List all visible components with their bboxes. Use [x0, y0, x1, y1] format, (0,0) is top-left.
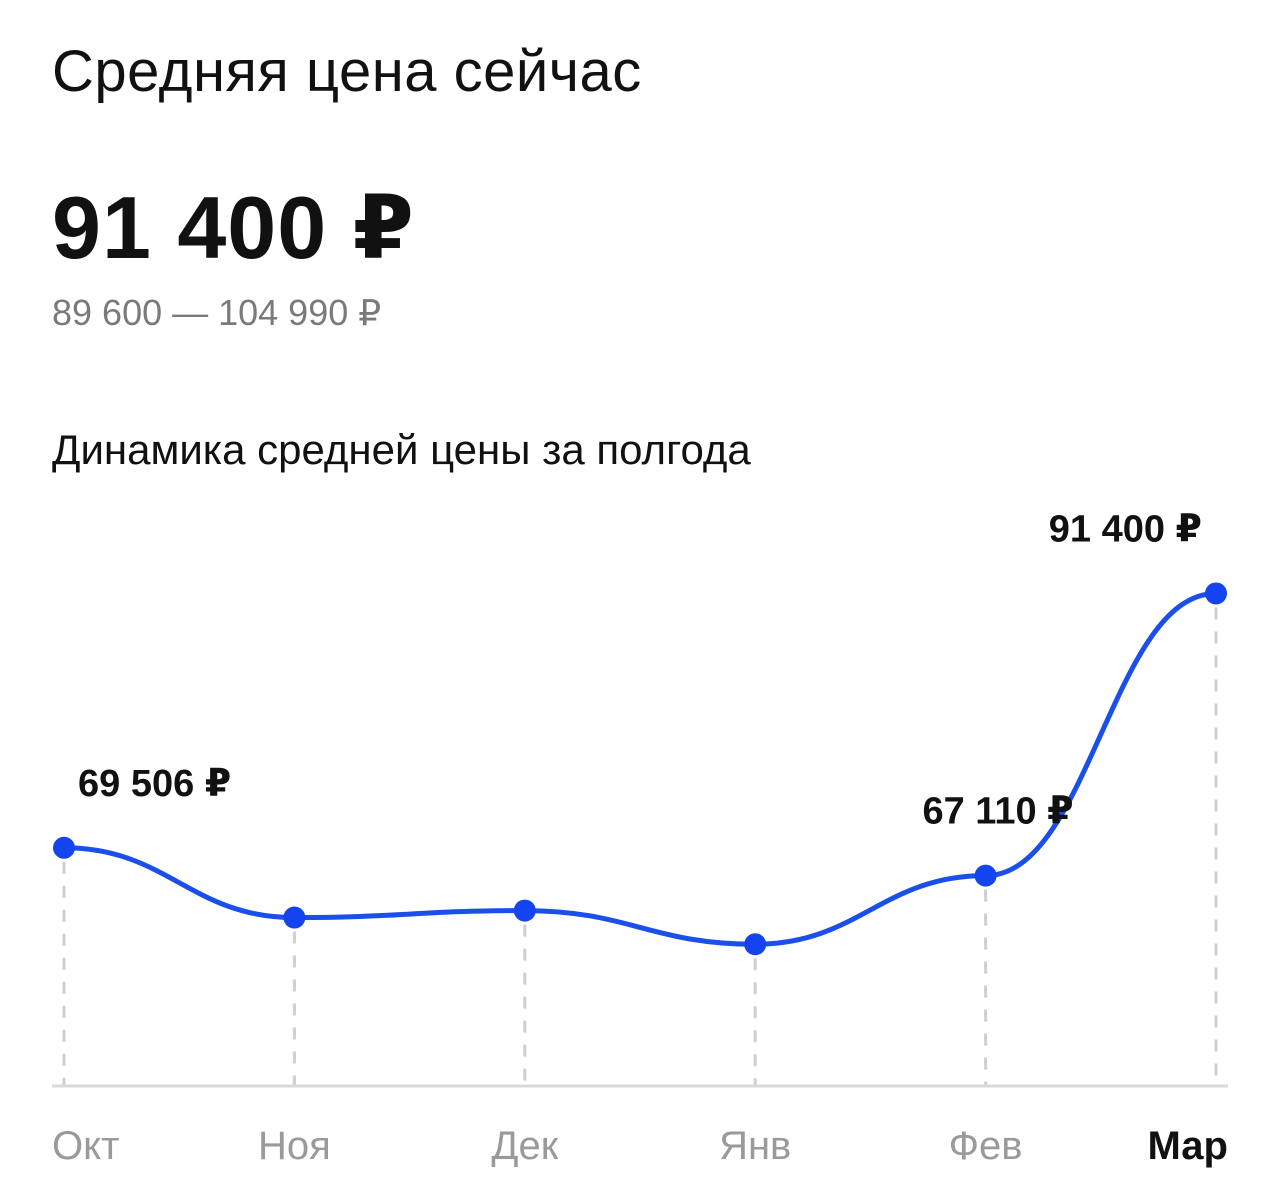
data-point-Дек	[513, 899, 536, 922]
data-point-Янв	[744, 933, 767, 956]
month-label-Фев: Фев	[949, 1124, 1023, 1168]
month-label-Мар: Мар	[1148, 1124, 1229, 1168]
data-point-Фев	[974, 864, 997, 887]
data-label-Фев: 67 110 ₽	[922, 791, 1073, 833]
month-label-Дек: Дек	[491, 1124, 558, 1168]
month-label-Ноя: Ноя	[258, 1124, 331, 1168]
data-point-Окт	[53, 836, 75, 859]
price-line	[61, 590, 1219, 947]
price-range: 89 600 — 104 990 ₽	[52, 292, 382, 333]
page-title: Средняя цена сейчас	[52, 39, 642, 104]
current-average-price: 91 400 ₽	[52, 178, 415, 277]
chart-title: Динамика средней цены за полгода	[52, 426, 751, 473]
month-label-Янв: Янв	[719, 1124, 791, 1168]
data-label-Окт: 69 506 ₽	[78, 763, 231, 805]
data-point-Мар	[1205, 582, 1227, 605]
data-point-Ноя	[283, 906, 306, 929]
data-label-Мар: 91 400 ₽	[1049, 508, 1202, 550]
month-label-Окт: Окт	[52, 1124, 119, 1168]
